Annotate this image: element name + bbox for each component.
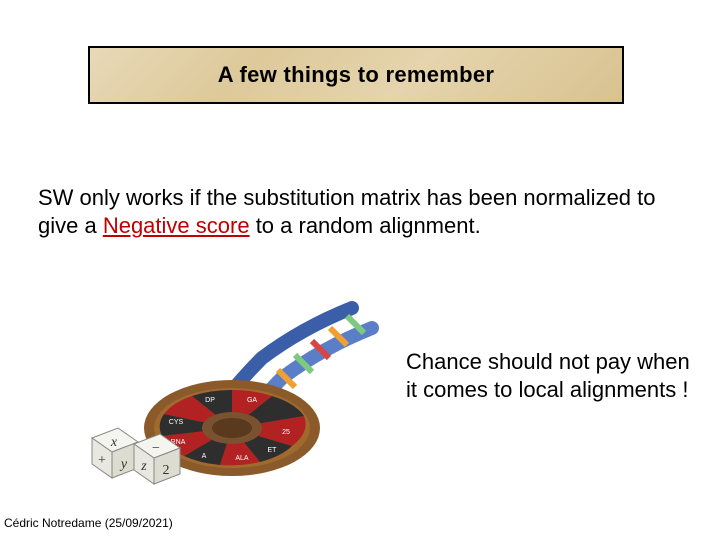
svg-text:−: − <box>152 441 160 456</box>
dna-roulette-dice-illustration: 25 ET ALA A RNA CYS DP GA x + y <box>52 298 392 488</box>
svg-text:DP: DP <box>205 397 215 404</box>
svg-text:y: y <box>119 457 128 472</box>
title-text: A few things to remember <box>218 62 495 88</box>
svg-text:CYS: CYS <box>169 419 184 426</box>
svg-text:z: z <box>140 459 147 474</box>
svg-text:ET: ET <box>268 447 278 454</box>
callout-text: Chance should not pay when it comes to l… <box>406 348 706 404</box>
svg-text:25: 25 <box>282 429 290 436</box>
svg-text:A: A <box>202 453 207 460</box>
svg-text:x: x <box>110 435 118 450</box>
body-paragraph: SW only works if the substitution matrix… <box>38 184 678 240</box>
body-highlight: Negative score <box>103 213 250 238</box>
svg-text:+: + <box>98 453 106 468</box>
svg-text:2: 2 <box>163 463 170 478</box>
footer-attribution: Cédric Notredame (25/09/2021) <box>4 516 173 530</box>
body-post: to a random alignment. <box>250 213 481 238</box>
title-box: A few things to remember <box>88 46 624 104</box>
svg-text:ALA: ALA <box>235 455 249 462</box>
svg-text:GA: GA <box>247 397 257 404</box>
